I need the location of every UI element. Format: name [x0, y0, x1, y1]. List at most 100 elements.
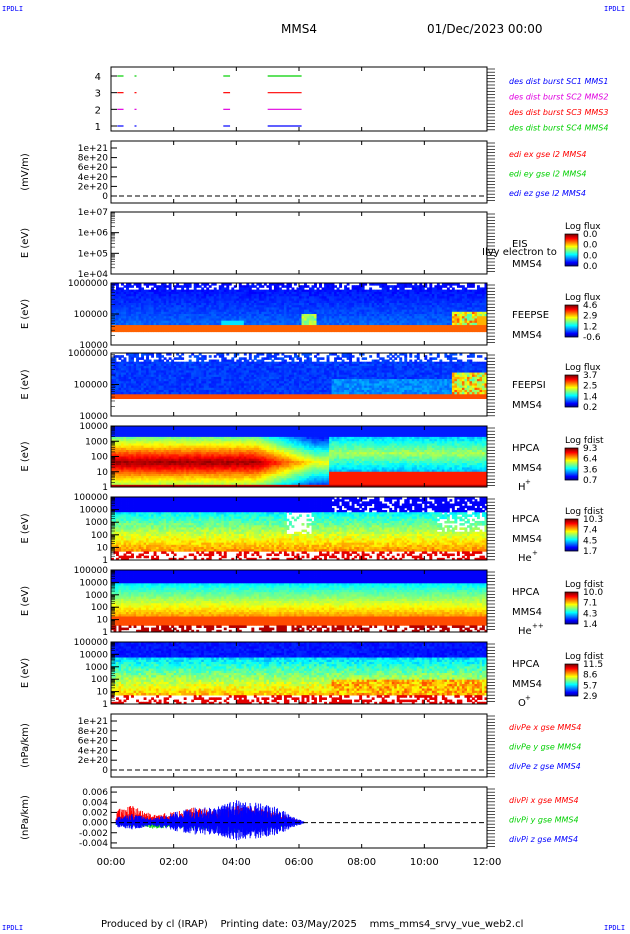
instrument-sub-hpca_he: MMS4: [512, 534, 542, 545]
ytick-label-divpi-5: -0.004: [79, 839, 108, 849]
cbar-tick-eis-2: 0.0: [583, 251, 598, 261]
ytick-label-edi-4: 2e+20: [78, 182, 109, 192]
spectrogram-feepsi: [111, 353, 487, 399]
cbar-tick-feepsi-1: 2.5: [583, 382, 597, 392]
instrument-sub-eis: MMS4: [512, 259, 542, 270]
ytick-label-divpi-3: 0.000: [82, 819, 108, 829]
xtick-label-2: 04:00: [222, 857, 251, 868]
ylabel-edi: (mV/m): [20, 153, 31, 191]
spectrogram-hpca_o: [111, 642, 487, 704]
cbar-tick-feepse-2: 1.2: [583, 322, 597, 332]
cbar-tick-hpca_h-2: 3.6: [583, 465, 598, 475]
legend-burst-2: des dist burst SC3 MMS3: [509, 108, 608, 117]
ytick-label-hpca_he-5: 1: [102, 556, 108, 566]
ylabel-hpca_o: E (eV): [20, 658, 31, 688]
ylabel-hpca_he: E (eV): [20, 513, 31, 543]
cbar-tick-hpca_hepp-1: 7.1: [583, 599, 597, 609]
legend-burst-3: des dist burst SC4 MMS4: [509, 124, 608, 133]
burst-ytick-2: 2: [95, 105, 101, 116]
ytick-label-hpca_h-2: 100: [91, 453, 108, 463]
cbar-tick-hpca_he-0: 10.3: [583, 515, 603, 525]
colorbar-feepse: [565, 305, 578, 337]
ytick-label-hpca_he-0: 100000: [74, 493, 109, 503]
frame-eis: [111, 212, 487, 274]
cbar-tick-hpca_h-1: 6.4: [583, 455, 598, 465]
cbar-tick-hpca_he-3: 1.7: [583, 547, 597, 557]
colorbar-hpca_he: [565, 519, 578, 551]
cbar-tick-feepsi-2: 1.4: [583, 392, 598, 402]
ytick-label-hpca_o-3: 100: [91, 675, 108, 685]
legend-divpe-2: divPe z gse MMS4: [509, 762, 581, 771]
cbar-tick-feepsi-0: 3.7: [583, 371, 597, 381]
xtick-label-0: 00:00: [97, 857, 126, 868]
ytick-label-hpca_hepp-1: 10000: [79, 578, 108, 588]
ytick-label-hpca_h-0: 10000: [79, 422, 108, 432]
legend-divpe-1: divPe y gse MMS4: [509, 743, 581, 752]
cbar-tick-hpca_hepp-2: 4.3: [583, 609, 597, 619]
burst-ytick-0: 4: [95, 72, 101, 83]
ytick-label-edi-2: 6e+20: [78, 163, 109, 173]
cbar-tick-hpca_o-2: 5.7: [583, 681, 597, 691]
colorbar-hpca_h: [565, 448, 578, 480]
spectrogram-hpca_hepp: [111, 570, 487, 632]
cbar-tick-hpca_o-3: 2.9: [583, 692, 598, 702]
burst-ytick-1: 3: [95, 89, 101, 100]
charge-hpca_o: +: [525, 694, 531, 702]
legend-divpi-2: divPi z gse MMS4: [509, 835, 578, 844]
divpi-series-z: [116, 800, 304, 840]
spectrogram-hpca_h: [111, 426, 487, 487]
cbar-tick-hpca_hepp-0: 10.0: [583, 588, 603, 598]
ytick-label-edi-5: 0: [102, 192, 108, 202]
ytick-label-eis-2: 1e+05: [78, 249, 108, 259]
cbar-tick-eis-1: 0.0: [583, 241, 598, 251]
charge-hpca_he: +: [532, 549, 538, 557]
ytick-label-hpca_h-4: 1: [102, 483, 108, 493]
instrument-hpca_o: HPCA: [512, 659, 540, 670]
ytick-label-hpca_hepp-5: 1: [102, 628, 108, 638]
instrument-sub-feepsi: MMS4: [512, 400, 542, 411]
overlay-eis: Ilvy electron to: [482, 247, 557, 258]
legend-divpi-0: divPi x gse MMS4: [509, 796, 579, 805]
ylabel-eis: E (eV): [20, 228, 31, 258]
instrument-hpca_h: HPCA: [512, 443, 540, 454]
charge-hpca_h: +: [525, 478, 531, 486]
ytick-label-hpca_he-2: 1000: [85, 518, 108, 528]
ytick-label-feepsi-0: 1000000: [68, 349, 108, 359]
ytick-label-divpe-2: 6e+20: [78, 737, 109, 747]
species-hpca_hepp: He: [518, 626, 532, 637]
xtick-label-4: 08:00: [347, 857, 376, 868]
legend-burst-0: des dist burst SC1 MMS1: [509, 77, 608, 86]
ytick-label-divpi-2: 0.002: [82, 808, 108, 818]
ylabel-feepse: E (eV): [20, 299, 31, 329]
ytick-label-hpca_o-1: 10000: [79, 650, 108, 660]
instrument-sub-feepse: MMS4: [512, 330, 542, 341]
ytick-label-divpe-4: 2e+20: [78, 756, 109, 766]
cbar-tick-feepse-0: 4.6: [583, 301, 598, 311]
cbar-tick-eis-3: 0.0: [583, 262, 598, 272]
spectrogram-feepse: [111, 283, 487, 332]
cbar-tick-hpca_hepp-3: 1.4: [583, 620, 598, 630]
burst-ytick-3: 1: [95, 122, 101, 133]
legend-edi-0: edi ex gse l2 MMS4: [509, 150, 587, 159]
colorbar-feepsi: [565, 375, 578, 407]
legend-divpe-0: divPe x gse MMS4: [509, 723, 581, 732]
frame-edi: [111, 141, 487, 203]
legend-divpi-1: divPi y gse MMS4: [509, 816, 579, 825]
colorbar-hpca_hepp: [565, 592, 578, 624]
ytick-label-hpca_he-1: 10000: [79, 506, 108, 516]
ytick-label-feepsi-1: 100000: [74, 381, 109, 391]
cbar-tick-feepsi-3: 0.2: [583, 403, 597, 413]
instrument-hpca_he: HPCA: [512, 514, 540, 525]
ytick-label-divpe-5: 0: [102, 766, 108, 776]
cbar-tick-hpca_he-2: 4.5: [583, 536, 597, 546]
legend-burst-1: des dist burst SC2 MMS2: [509, 93, 608, 102]
ytick-label-hpca_hepp-3: 100: [91, 603, 108, 613]
ytick-label-divpe-0: 1e+21: [78, 717, 108, 727]
ytick-label-hpca_o-4: 10: [97, 688, 109, 698]
plot-area: 4 3 2 1 des dist burst SC1 MMS1 des dist burs…: [0, 0, 630, 934]
ytick-label-hpca_he-3: 100: [91, 531, 108, 541]
instrument-hpca_hepp: HPCA: [512, 587, 540, 598]
ytick-label-hpca_h-1: 1000: [85, 437, 108, 447]
ylabel-feepsi: E (eV): [20, 369, 31, 399]
ytick-label-feepse-0: 1000000: [68, 279, 108, 289]
